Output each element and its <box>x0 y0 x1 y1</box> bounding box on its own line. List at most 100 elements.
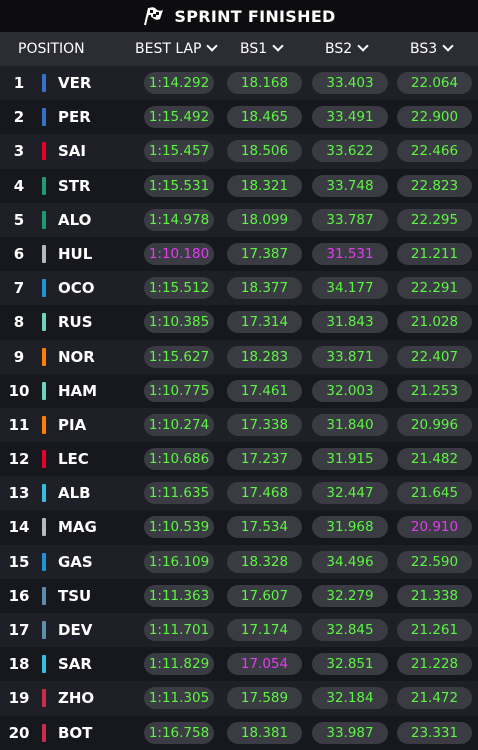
bs2-time: 32.003 <box>312 379 388 402</box>
driver-code: OCO <box>58 279 95 298</box>
best-lap-time: 1:10.274 <box>144 413 214 436</box>
bs3-time: 22.291 <box>397 277 472 300</box>
team-color-bar <box>42 655 46 674</box>
driver-row: 6 HUL 1:10.180 17.387 31.531 21.211 <box>0 236 478 272</box>
driver-code: PER <box>58 108 91 127</box>
bs1-time: 18.099 <box>227 208 302 231</box>
driver-row: 2 PER 1:15.492 18.465 33.491 22.900 <box>0 100 478 135</box>
best-lap-time: 1:14.978 <box>144 208 214 231</box>
bs1-time: 18.328 <box>227 550 302 573</box>
driver-row: 13 ALB 1:11.635 17.468 32.447 21.645 <box>0 476 478 511</box>
bs1-time: 17.534 <box>227 516 302 539</box>
bs3-time: 21.482 <box>397 448 472 471</box>
driver-row: 20 BOT 1:16.758 18.381 33.987 23.331 <box>0 715 478 750</box>
bs1-time: 18.168 <box>227 72 302 94</box>
position: 14 <box>8 518 30 537</box>
bs3-time: 22.900 <box>397 106 472 129</box>
driver-row: 18 SAR 1:11.829 17.054 32.851 21.228 <box>0 647 478 682</box>
best-lap-time: 1:10.385 <box>144 311 214 334</box>
bs3-time: 21.261 <box>397 619 472 641</box>
driver-row: 12 LEC 1:10.686 17.237 31.915 21.482 <box>0 442 478 477</box>
bs2-time: 31.915 <box>312 448 388 471</box>
position: 8 <box>13 313 25 332</box>
bs2-time: 33.491 <box>312 106 388 129</box>
driver-code: BOT <box>58 723 93 742</box>
team-color-bar <box>42 108 46 127</box>
best-lap-time: 1:15.457 <box>144 140 214 163</box>
bs1-time: 17.607 <box>227 584 302 607</box>
position: 12 <box>8 450 30 469</box>
position: 4 <box>13 176 25 195</box>
bs2-time: 33.622 <box>312 140 388 163</box>
driver-row: 4 STR 1:15.531 18.321 33.748 22.823 <box>0 168 478 203</box>
bs3-time: 22.407 <box>397 345 472 368</box>
bs2-time: 33.987 <box>312 721 388 744</box>
driver-row: 7 OCO 1:15.512 18.377 34.177 22.291 <box>0 271 478 306</box>
driver-row: 14 MAG 1:10.539 17.534 31.968 20.910 <box>0 510 478 545</box>
position: 6 <box>13 244 25 263</box>
bs3-time: 20.910 <box>397 516 472 539</box>
bs3-time: 21.228 <box>397 653 472 676</box>
position: 15 <box>8 552 30 571</box>
bs2-time: 31.531 <box>312 242 388 265</box>
best-lap-time: 1:11.363 <box>144 584 214 607</box>
position: 19 <box>8 689 30 708</box>
driver-row: 3 SAI 1:15.457 18.506 33.622 22.466 <box>0 134 478 169</box>
best-lap-time: 1:11.305 <box>144 687 214 710</box>
position: 7 <box>13 279 25 298</box>
bs2-time: 31.968 <box>312 516 388 539</box>
position: 9 <box>13 347 25 366</box>
position: 3 <box>13 142 25 161</box>
team-color-bar <box>42 450 46 469</box>
bs3-header[interactable]: BS3 <box>410 32 452 66</box>
best-lap-time: 1:16.758 <box>144 721 214 744</box>
team-color-bar <box>42 142 46 161</box>
bs1-time: 17.314 <box>227 311 302 334</box>
bs1-time: 17.387 <box>227 242 302 265</box>
bs2-time: 34.177 <box>312 277 388 300</box>
driver-code: ALO <box>58 210 92 229</box>
bs3-time: 23.331 <box>397 721 472 744</box>
bs3-time: 22.823 <box>397 174 472 197</box>
bs3-time: 21.645 <box>397 482 472 505</box>
position: 10 <box>8 381 30 400</box>
bs1-time: 17.468 <box>227 482 302 505</box>
bs2-time: 31.840 <box>312 413 388 436</box>
bs2-time: 32.279 <box>312 584 388 607</box>
driver-code: GAS <box>58 552 93 571</box>
position: 18 <box>8 655 30 674</box>
driver-row: 8 RUS 1:10.385 17.314 31.843 21.028 <box>0 305 478 340</box>
bs3-time: 22.590 <box>397 550 472 573</box>
team-color-bar <box>42 176 46 195</box>
best-lap-time: 1:10.686 <box>144 448 214 471</box>
driver-code: RUS <box>58 313 93 332</box>
bs2-time: 32.851 <box>312 653 388 676</box>
best-lap-header[interactable]: BEST LAP <box>135 32 216 66</box>
driver-row: 11 PIA 1:10.274 17.338 31.840 20.996 <box>0 407 478 443</box>
bs2-time: 33.871 <box>312 345 388 368</box>
position: 5 <box>13 210 25 229</box>
bs1-time: 17.174 <box>227 619 302 641</box>
bs2-time: 32.845 <box>312 619 388 641</box>
best-lap-time: 1:10.539 <box>144 516 214 539</box>
checkered-flag-icon <box>144 7 164 26</box>
team-color-bar <box>42 484 46 503</box>
bs1-time: 18.321 <box>227 174 302 197</box>
bs1-header[interactable]: BS1 <box>240 32 282 66</box>
bs1-time: 17.461 <box>227 379 302 402</box>
driver-code: HAM <box>58 381 98 400</box>
driver-row: 19 ZHO 1:11.305 17.589 32.184 21.472 <box>0 681 478 716</box>
team-color-bar <box>42 347 46 366</box>
position: 11 <box>8 415 30 434</box>
team-color-bar <box>42 689 46 708</box>
bs2-header[interactable]: BS2 <box>325 32 367 66</box>
bs3-time: 21.472 <box>397 687 472 710</box>
bs2-time: 33.787 <box>312 208 388 231</box>
position: 13 <box>8 484 30 503</box>
driver-code: NOR <box>58 347 95 366</box>
driver-row: 1 VER 1:14.292 18.168 33.403 22.064 <box>0 66 478 101</box>
driver-row: 9 NOR 1:15.627 18.283 33.871 22.407 <box>0 339 478 374</box>
team-color-bar <box>42 313 46 332</box>
bs1-time: 18.377 <box>227 277 302 300</box>
